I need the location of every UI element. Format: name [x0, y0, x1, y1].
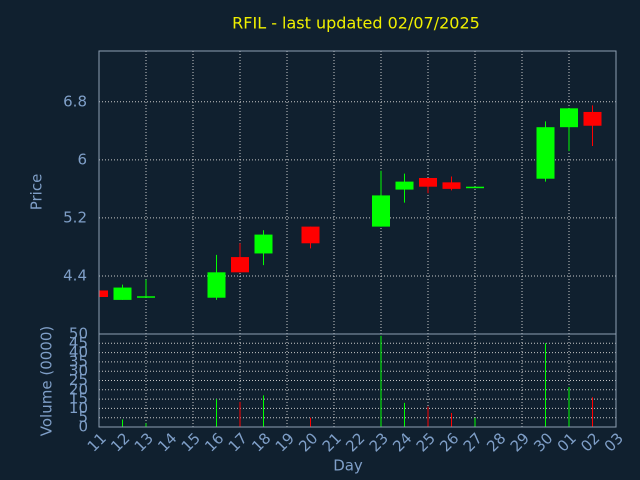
y-tick-label: 20 [69, 380, 88, 398]
x-tick-label: 23 [366, 429, 392, 455]
candle-body [536, 127, 555, 179]
candle-body [442, 182, 461, 189]
x-tick-label: 13 [131, 429, 157, 455]
x-tick-label: 01 [554, 429, 580, 455]
candle-body [466, 186, 484, 189]
x-tick-label: 27 [460, 429, 486, 455]
x-tick-label: 14 [154, 429, 180, 455]
x-tick-label: 19 [272, 429, 298, 455]
x-tick-label: 21 [319, 429, 345, 455]
chart-title: RFIL - last updated 02/07/2025 [232, 14, 480, 33]
x-tick-label: 24 [389, 429, 415, 455]
y-axis-label: Volume (0000) [38, 326, 56, 436]
x-tick-label: 26 [436, 429, 462, 455]
candle-body [583, 111, 602, 126]
candle-body [137, 296, 155, 298]
x-tick-label: 12 [107, 429, 133, 455]
x-tick-label: 22 [342, 429, 368, 455]
candle-body [372, 195, 390, 227]
candle-body [231, 257, 249, 273]
candle-body [113, 287, 132, 300]
y-tick-label: 6 [77, 150, 87, 168]
candle-body [395, 181, 414, 190]
y-tick-label: 40 [69, 343, 88, 361]
y-tick-label: 6.8 [63, 92, 87, 110]
candle-body [301, 226, 320, 244]
x-tick-label: 15 [178, 429, 204, 455]
x-tick-label: 18 [248, 429, 274, 455]
x-tick-label: 25 [413, 429, 439, 455]
y-tick-label: 25 [69, 371, 88, 389]
x-tick-label: 03 [601, 429, 627, 455]
x-tick-label: 16 [201, 429, 227, 455]
y-axis-label: Price [28, 174, 46, 211]
volume-plot [98, 335, 593, 427]
candle-body [254, 234, 273, 254]
grid [99, 51, 616, 427]
y-tick-label: 35 [69, 352, 88, 370]
y-tick-label: 50 [69, 325, 88, 343]
y-tick-label: 4.4 [63, 266, 87, 284]
x-tick-label: 29 [507, 429, 533, 455]
x-tick-label: 17 [225, 429, 251, 455]
candle-body [99, 290, 108, 297]
x-axis-label: Day [333, 457, 363, 475]
volume-frame [98, 333, 617, 428]
y-tick-label: 5 [78, 408, 88, 426]
y-tick-label: 0 [78, 418, 88, 436]
candle-body [207, 272, 226, 298]
candle-body [419, 177, 437, 187]
y-tick-label: 30 [69, 362, 88, 380]
y-tick-label: 5.2 [63, 208, 87, 226]
x-tick-label: 28 [483, 429, 509, 455]
x-tick-label: 20 [295, 429, 321, 455]
y-tick-label: 45 [69, 334, 88, 352]
x-tick-label: 02 [577, 429, 603, 455]
price-frame [98, 50, 617, 335]
y-tick-label: 15 [69, 390, 88, 408]
x-tick-label: 30 [530, 429, 556, 455]
y-tick-label: 10 [69, 399, 88, 417]
price-plot [99, 105, 602, 300]
candle-body [560, 108, 578, 128]
